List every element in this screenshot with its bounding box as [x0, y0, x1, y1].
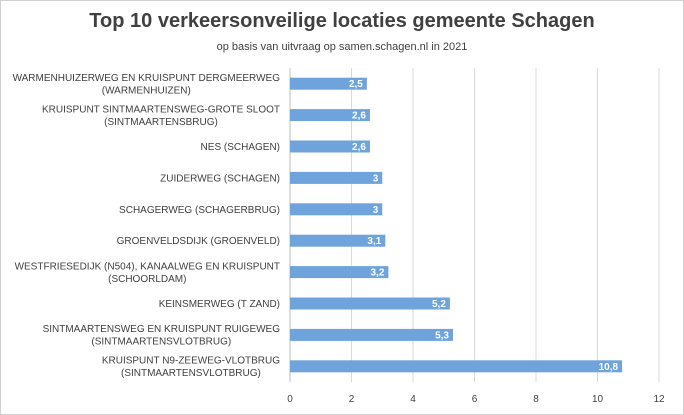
- data-label: 3: [373, 173, 379, 184]
- category-label: GROENVELDSDIJK (GROENVELD): [117, 236, 280, 247]
- bar: [290, 266, 389, 279]
- bar: [290, 328, 453, 341]
- category-label: NES (SCHAGEN): [201, 142, 280, 153]
- bar: [290, 360, 623, 373]
- data-label: 10,8: [599, 362, 619, 373]
- bar: [290, 77, 367, 90]
- bars: 2,5 2,6 2,6 3 3 3,1 3,2 5,2 5,3 10,8: [290, 77, 623, 373]
- bar: [290, 171, 383, 184]
- category-label: SINTMAARTENSWEG EN KRUISPUNT RUIGEWEG (SI…: [43, 324, 281, 348]
- x-tick-label: 12: [653, 394, 665, 405]
- data-label: 2,6: [352, 142, 366, 153]
- bar: [290, 203, 383, 216]
- data-label: 3,1: [367, 236, 381, 247]
- data-label: 3: [373, 205, 379, 216]
- x-tick-label: 10: [592, 394, 604, 405]
- data-label: 5,2: [432, 299, 446, 310]
- bar: [290, 234, 386, 247]
- category-label: KRUISPUNT N9-ZEEWEG-VLOTBRUG (SINTMAARTEN…: [102, 356, 280, 380]
- category-label: ZUIDERWEG (SCHAGEN): [160, 173, 280, 184]
- x-tick-label: 8: [533, 394, 539, 405]
- category-labels: WARMENHUIZERWEG EN KRUISPUNT DERGMEERWEG…: [13, 73, 281, 379]
- category-label: WARMENHUIZERWEG EN KRUISPUNT DERGMEERWEG…: [13, 73, 281, 97]
- category-label: KEINSMERWEG (T ZAND): [159, 299, 280, 310]
- x-tick-label: 2: [349, 394, 355, 405]
- category-label: SCHAGERWEG (SCHAGERBRUG): [119, 205, 280, 216]
- chart-subtitle: op basis van uitvraag op samen.schagen.n…: [216, 41, 468, 53]
- x-tick-label: 4: [410, 394, 416, 405]
- data-label: 2,6: [352, 111, 366, 122]
- bar: [290, 109, 370, 122]
- category-label: KRUISPUNT SINTMAARTENSWEG-GROTE SLOOT (SI…: [42, 104, 280, 128]
- chart-title: Top 10 verkeersonveilige locaties gemeen…: [89, 10, 595, 32]
- data-label: 2,5: [349, 79, 363, 90]
- data-label: 3,2: [370, 268, 384, 279]
- x-axis-ticks: 0 2 4 6 8 10 12: [287, 394, 665, 405]
- bar: [290, 297, 450, 310]
- x-tick-label: 0: [287, 394, 293, 405]
- category-label: WESTFRIESEDIJK (N504), KANAALWEG EN KRUI…: [15, 261, 280, 285]
- data-label: 5,3: [435, 330, 449, 341]
- bar: [290, 140, 370, 153]
- x-tick-label: 6: [472, 394, 478, 405]
